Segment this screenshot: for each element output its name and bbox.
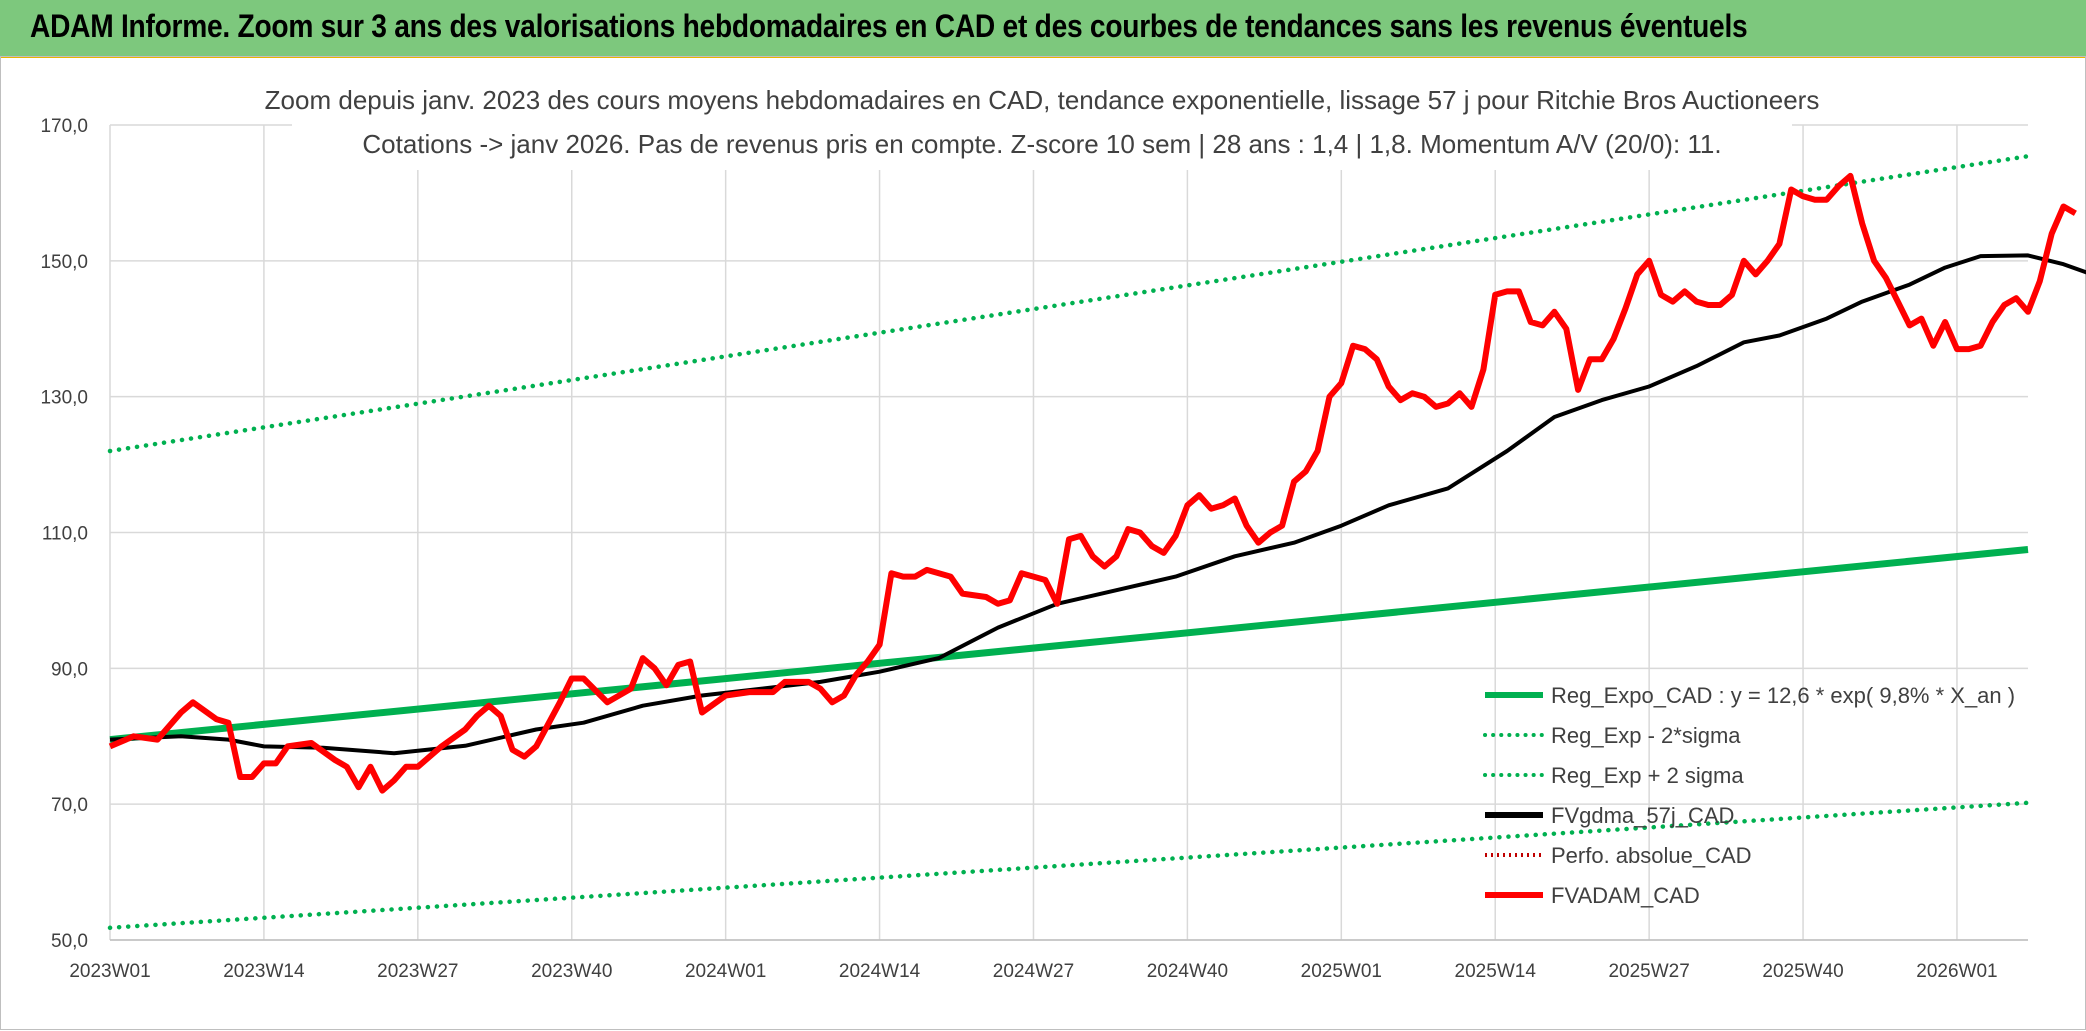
x-tick-label: 2025W27 bbox=[1608, 961, 1689, 982]
x-axis: 2023W01 2023W14 2023W27 2023W40 2024W01 2024W… bbox=[69, 939, 2028, 982]
y-tick-label: 110,0 bbox=[42, 524, 88, 545]
x-tick-label: 2024W40 bbox=[1147, 961, 1228, 982]
legend-label: Perfo. absolue_CAD bbox=[1551, 843, 1752, 868]
x-tick-label: 2025W01 bbox=[1301, 961, 1382, 982]
title-banner: ADAM Informe. Zoom sur 3 ans des valoris… bbox=[0, 0, 2086, 58]
y-tick-label: 70,0 bbox=[51, 795, 88, 816]
chart-title-line-1: Zoom depuis janv. 2023 des cours moyens … bbox=[265, 85, 1820, 115]
x-tick-label: 2023W01 bbox=[69, 961, 150, 982]
y-tick-label: 170,0 bbox=[40, 116, 88, 137]
grid bbox=[109, 124, 2028, 941]
chart-title-line-2: Cotations -> janv 2026. Pas de revenus p… bbox=[362, 129, 1721, 159]
regression-line bbox=[109, 546, 2029, 744]
lower-band-line bbox=[107, 800, 2031, 931]
legend-label: Reg_Expo_CAD : y = 12,6 * exp( 9,8% * X_… bbox=[1551, 683, 2015, 708]
x-tick-label: 2025W40 bbox=[1762, 961, 1843, 982]
chart-title: Zoom depuis janv. 2023 des cours moyens … bbox=[265, 76, 1820, 170]
y-tick-label: 130,0 bbox=[40, 388, 88, 409]
y-axis: 50,0 70,0 90,0 110,0 130,0 150,0 170,0 bbox=[40, 116, 88, 952]
x-tick-label: 2023W27 bbox=[377, 961, 458, 982]
x-tick-label: 2023W40 bbox=[531, 961, 612, 982]
x-tick-label: 2024W01 bbox=[685, 961, 766, 982]
banner-title: ADAM Informe. Zoom sur 3 ans des valoris… bbox=[30, 8, 1748, 44]
legend-label: Reg_Exp + 2 sigma bbox=[1551, 763, 1744, 788]
y-tick-label: 50,0 bbox=[51, 931, 88, 952]
x-tick-label: 2026W01 bbox=[1916, 961, 1997, 982]
moving-average-line bbox=[109, 253, 2086, 756]
price-line bbox=[108, 172, 2077, 794]
legend-label: FVADAM_CAD bbox=[1551, 883, 1700, 908]
legend-label: FVgdma_57j_CAD bbox=[1551, 803, 1734, 828]
x-tick-label: 2024W27 bbox=[993, 961, 1074, 982]
legend: Reg_Expo_CAD : y = 12,6 * exp( 9,8% * X_… bbox=[1483, 683, 2015, 908]
x-tick-label: 2024W14 bbox=[839, 961, 921, 982]
x-tick-label: 2025W14 bbox=[1455, 961, 1537, 982]
series-layer bbox=[107, 153, 2086, 931]
y-tick-label: 90,0 bbox=[51, 659, 88, 680]
upper-band-line bbox=[107, 153, 2031, 454]
y-tick-label: 150,0 bbox=[40, 252, 88, 273]
legend-label: Reg_Exp - 2*sigma bbox=[1551, 723, 1741, 748]
x-tick-label: 2023W14 bbox=[223, 961, 305, 982]
